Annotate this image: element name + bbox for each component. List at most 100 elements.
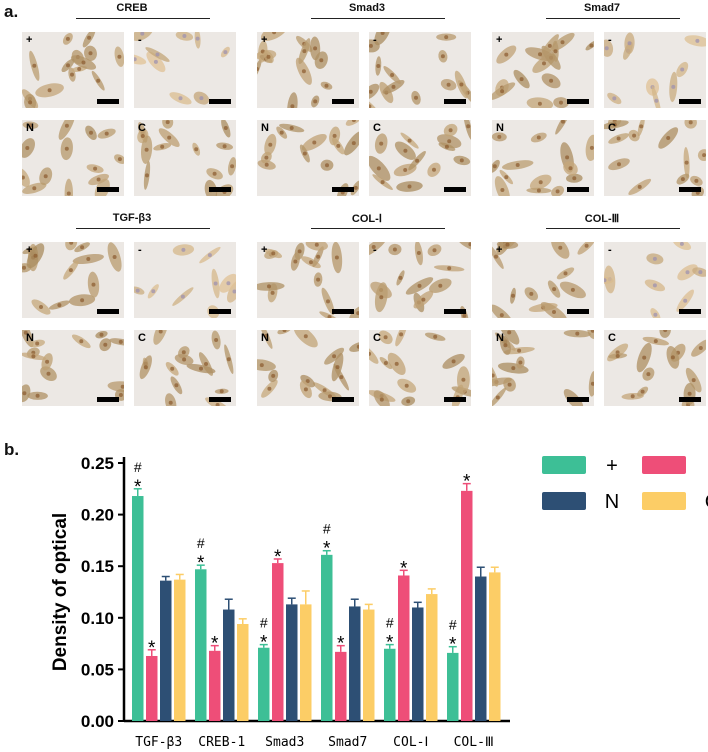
bar xyxy=(223,609,235,721)
micrograph-group: Smad7 + - N C xyxy=(492,2,708,202)
scale-bar xyxy=(332,397,354,402)
tile-condition-label: C xyxy=(608,122,616,134)
scale-bar xyxy=(209,187,231,192)
bar xyxy=(300,604,312,721)
x-tick-label: Smad7 xyxy=(328,735,367,750)
micrograph-group: TGF-β3 + - N C xyxy=(22,212,242,412)
scale-bar xyxy=(444,187,466,192)
significance-mark: * xyxy=(260,633,268,654)
bar xyxy=(426,594,438,721)
significance-mark: * xyxy=(134,477,142,498)
bar xyxy=(195,569,207,721)
micrograph-group: COL-Ⅰ + - N C xyxy=(257,212,477,412)
tile-condition-label: - xyxy=(373,244,377,256)
significance-mark: # xyxy=(386,615,394,631)
tile-condition-label: - xyxy=(608,34,612,46)
group-title-underline xyxy=(311,228,445,229)
significance-mark: * xyxy=(197,553,205,574)
micrograph-group-title: TGF-β3 xyxy=(112,212,152,224)
tile-condition-label: C xyxy=(373,122,381,134)
legend-swatch xyxy=(642,456,686,474)
scale-bar xyxy=(444,309,466,314)
bar xyxy=(447,652,459,721)
micrograph-tile: + xyxy=(257,32,359,108)
micrograph-tile: C xyxy=(369,120,471,196)
significance-mark: * xyxy=(449,635,457,656)
micrograph-tile: C xyxy=(604,120,706,196)
tile-condition-label: C xyxy=(373,332,381,344)
scale-bar xyxy=(97,99,119,104)
bar xyxy=(237,623,249,721)
group-title-underline xyxy=(76,18,210,19)
bar xyxy=(146,655,158,721)
bar xyxy=(258,647,270,721)
significance-mark: * xyxy=(274,547,282,568)
bar xyxy=(412,607,424,721)
bar xyxy=(132,496,144,721)
micrograph-tile: - xyxy=(604,242,706,318)
micrograph-tile: + xyxy=(257,242,359,318)
y-tick-label: 0.00 xyxy=(81,712,114,731)
bar xyxy=(321,554,333,721)
group-title-underline xyxy=(546,18,680,19)
y-tick-label: 0.10 xyxy=(81,609,114,628)
micrograph-tile: N xyxy=(257,330,359,406)
legend-label: N xyxy=(605,491,619,513)
tile-condition-label: + xyxy=(261,244,268,256)
tile-condition-label: + xyxy=(26,244,33,256)
bar xyxy=(398,575,410,721)
scale-bar xyxy=(567,309,589,314)
micrograph-tile: - xyxy=(369,242,471,318)
tile-condition-label: - xyxy=(138,34,142,46)
scale-bar xyxy=(332,309,354,314)
panel-b-letter: b. xyxy=(4,440,20,459)
scale-bar xyxy=(444,397,466,402)
scale-bar xyxy=(97,397,119,402)
legend-swatch xyxy=(542,456,586,474)
tile-condition-label: - xyxy=(138,244,142,256)
bar xyxy=(160,580,172,721)
significance-mark: # xyxy=(260,615,268,631)
micrograph-group-title: CREB xyxy=(116,2,148,14)
micrograph-tile: C xyxy=(369,330,471,406)
significance-mark: * xyxy=(463,472,471,493)
tile-condition-label: + xyxy=(261,34,268,46)
micrograph-tile: - xyxy=(369,32,471,108)
legend-label: + xyxy=(606,455,618,477)
scale-bar xyxy=(209,397,231,402)
scale-bar xyxy=(679,309,701,314)
micrograph-group: CREB + - N C xyxy=(22,2,242,202)
tile-condition-label: N xyxy=(496,122,504,134)
micrograph-tile: N xyxy=(22,330,124,406)
scale-bar xyxy=(332,99,354,104)
tile-condition-label: N xyxy=(26,332,34,344)
bar xyxy=(209,650,221,721)
significance-mark: * xyxy=(337,634,345,655)
bar xyxy=(349,606,361,721)
micrograph-group: Smad3 + - N C xyxy=(257,2,477,202)
tile-condition-label: - xyxy=(608,244,612,256)
micrograph-tile: N xyxy=(257,120,359,196)
micrograph-tile: + xyxy=(22,32,124,108)
legend-swatch xyxy=(642,492,686,510)
significance-mark: # xyxy=(197,535,205,551)
micrograph-tile: - xyxy=(134,242,236,318)
x-tick-label: Smad3 xyxy=(265,735,304,750)
scale-bar xyxy=(679,187,701,192)
y-tick-label: 0.15 xyxy=(81,557,114,576)
micrograph-tile: C xyxy=(134,330,236,406)
scale-bar xyxy=(679,397,701,402)
scale-bar xyxy=(567,99,589,104)
micrograph-tile: N xyxy=(492,330,594,406)
bar xyxy=(363,609,375,721)
micrograph-tile: N xyxy=(492,120,594,196)
y-axis-label: Density of optical xyxy=(50,513,71,671)
y-tick-label: 0.05 xyxy=(81,660,114,679)
bar xyxy=(286,604,298,721)
micrograph-group-title: Smad7 xyxy=(583,2,621,14)
scale-bar xyxy=(97,187,119,192)
scale-bar xyxy=(567,187,589,192)
micrograph-group-title: COL-Ⅲ xyxy=(584,213,620,225)
tile-condition-label: N xyxy=(26,122,34,134)
micrograph-tile: - xyxy=(134,32,236,108)
